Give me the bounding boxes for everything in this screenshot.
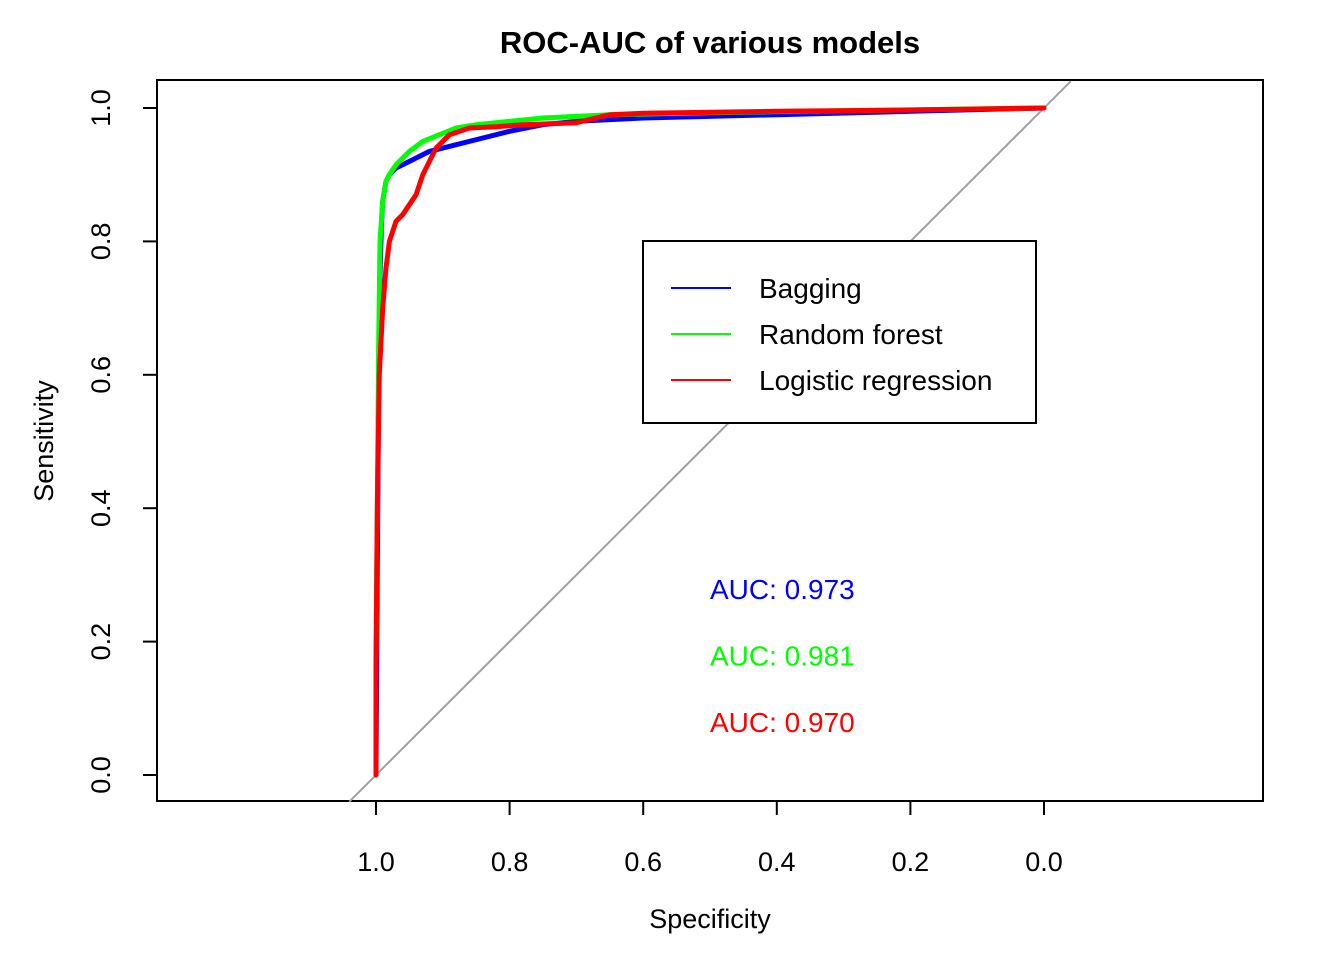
x-tick-label: 0.0 (1025, 847, 1063, 877)
auc-annotation-logistic-regression: AUC: 0.970 (710, 707, 855, 738)
y-tick-label: 0.6 (86, 356, 116, 394)
y-tick-label: 0.2 (86, 623, 116, 661)
chart-title: ROC-AUC of various models (500, 25, 920, 60)
legend: Bagging Random forest Logistic regression (642, 240, 1037, 424)
y-tick-label: 0.4 (86, 489, 116, 527)
series-line-logistic-regression (373, 105, 1047, 778)
x-tick-label: 0.4 (758, 847, 796, 877)
reference-diagonal-line (348, 80, 1072, 803)
legend-label-random-forest: Random forest (759, 319, 943, 350)
y-tick-label: 0.0 (86, 756, 116, 794)
legend-label-logistic-regression: Logistic regression (759, 365, 992, 396)
auc-annotation-bagging: AUC: 0.973 (710, 574, 855, 605)
x-tick-label: 0.8 (491, 847, 529, 877)
legend-label-bagging: Bagging (759, 273, 862, 304)
y-axis-label: Sensitivity (29, 380, 59, 502)
x-tick-label: 1.0 (357, 847, 395, 877)
y-tick-label: 1.0 (86, 89, 116, 127)
x-tick-label: 0.2 (892, 847, 930, 877)
x-tick-label: 0.6 (624, 847, 662, 877)
auc-annotation-random-forest: AUC: 0.981 (710, 641, 855, 672)
x-axis-label: Specificity (649, 904, 771, 934)
y-tick-label: 0.8 (86, 223, 116, 261)
legend-box (642, 240, 1037, 424)
